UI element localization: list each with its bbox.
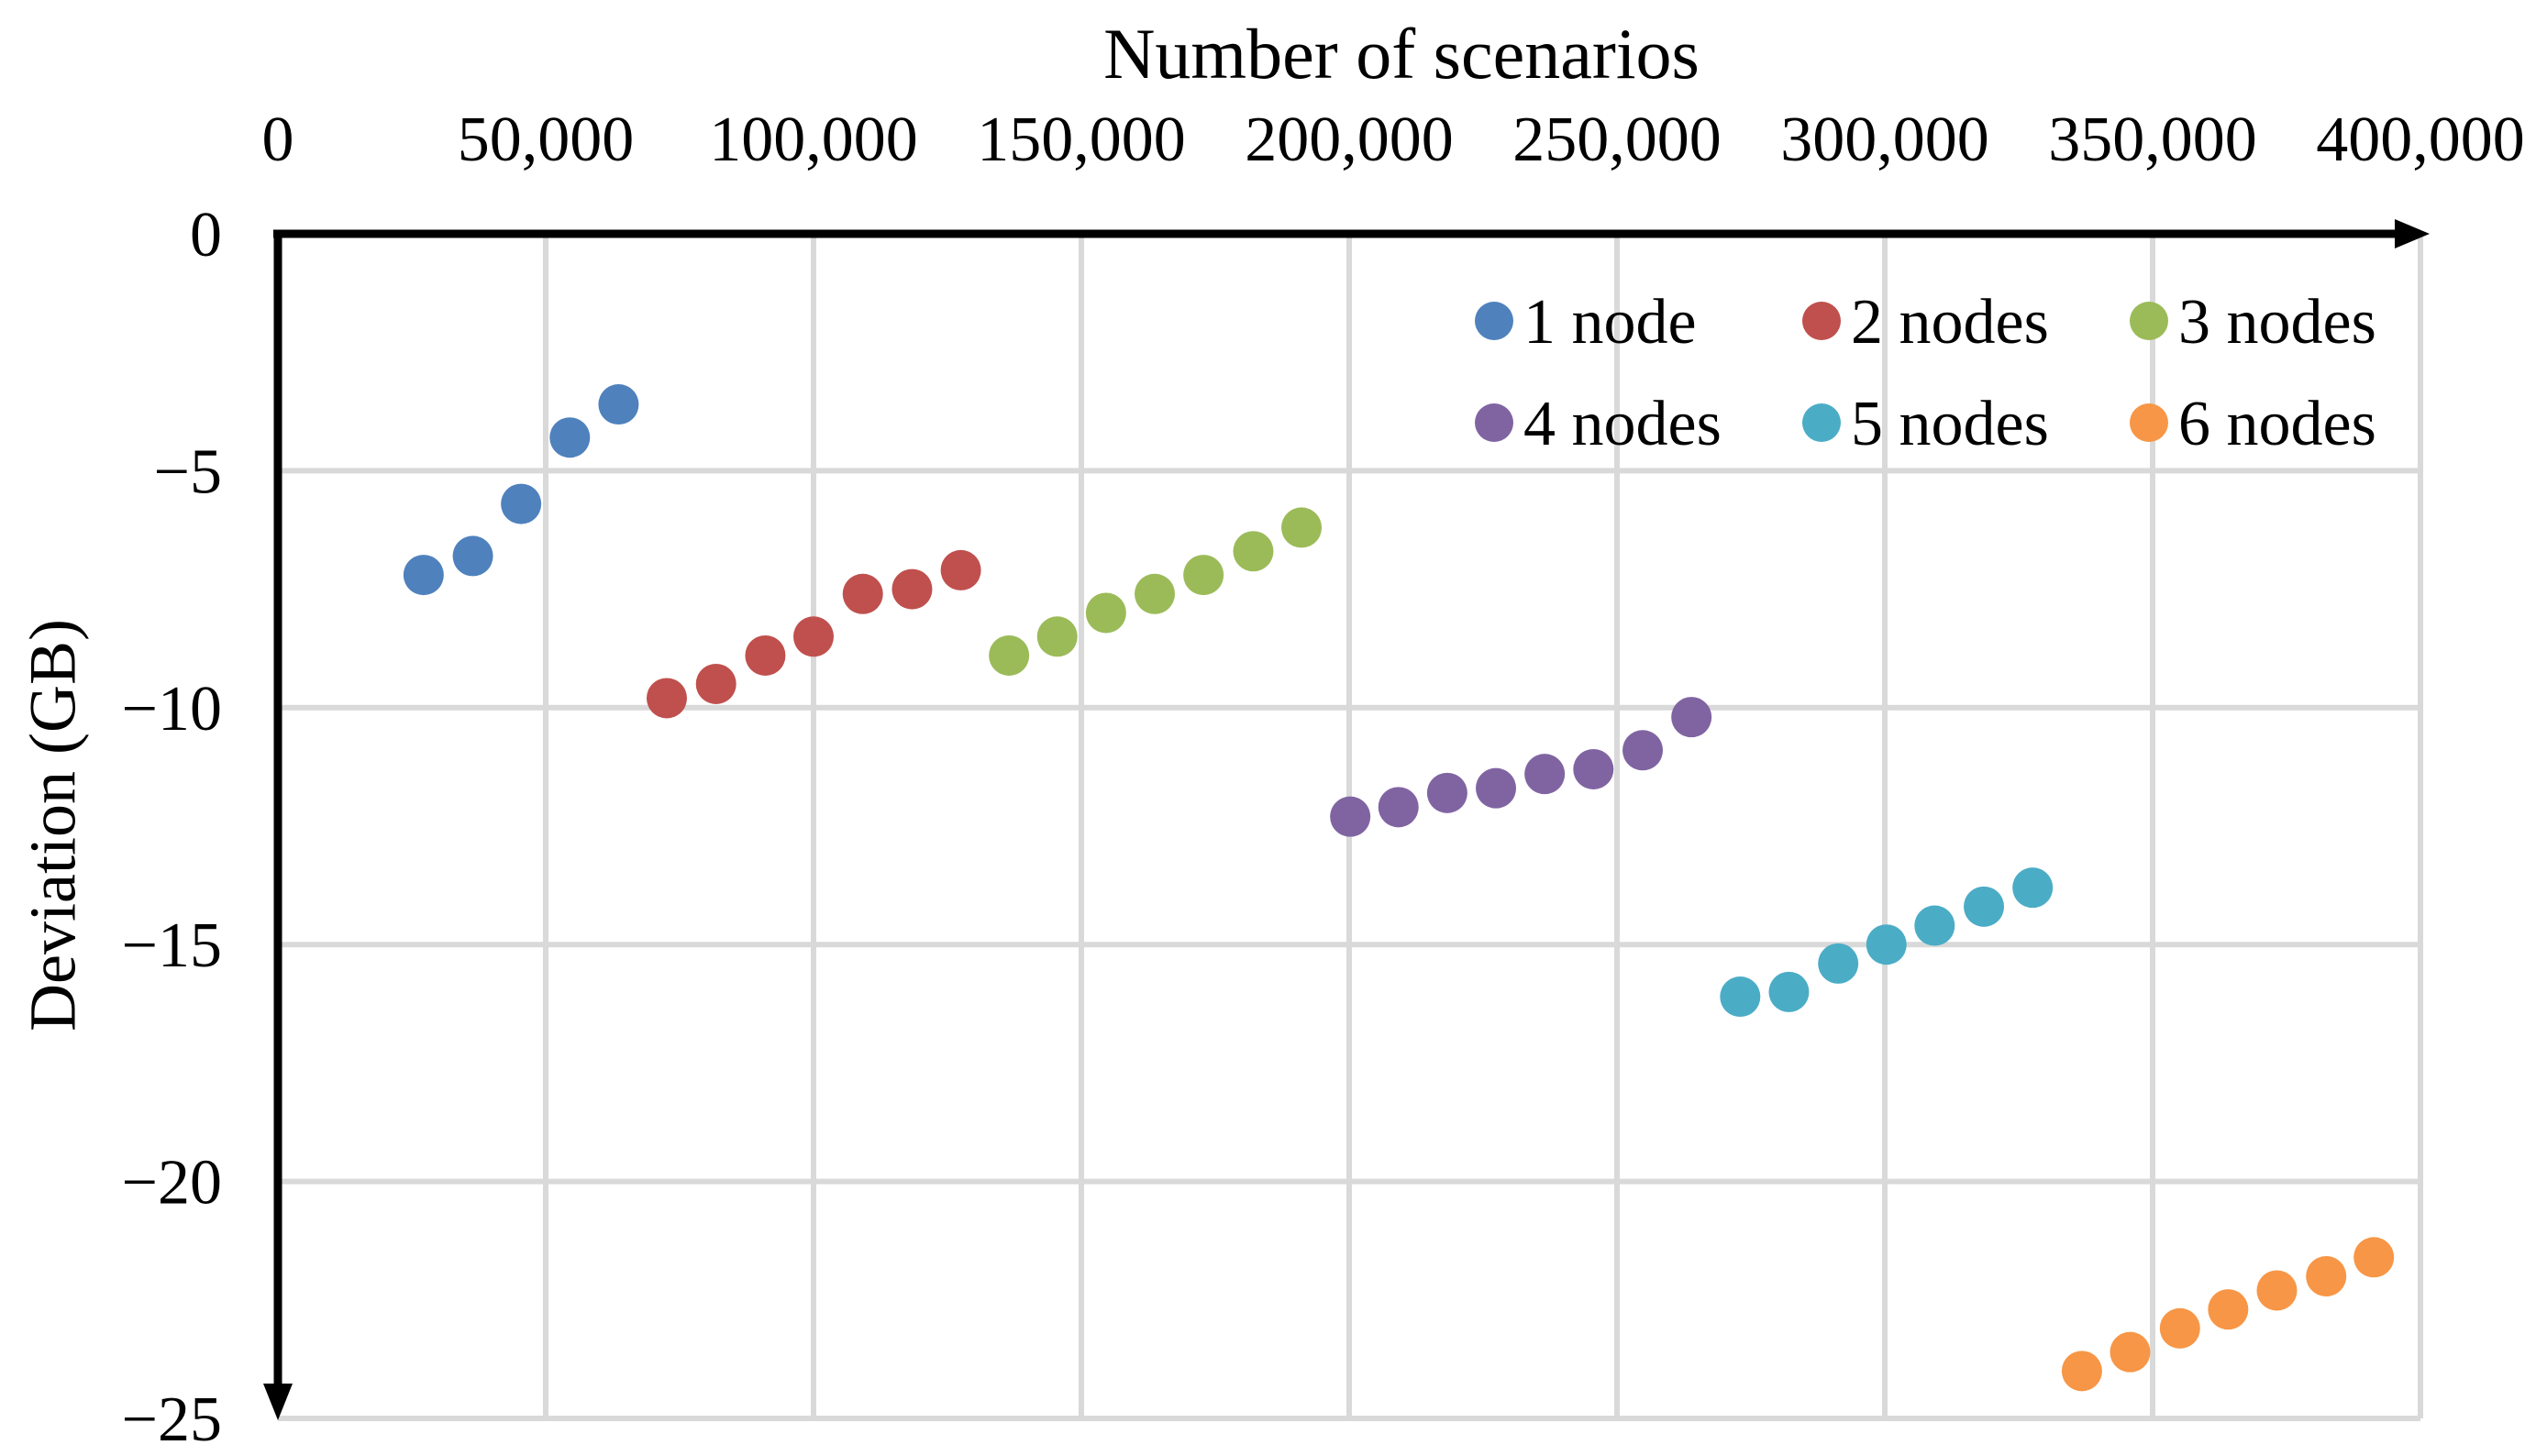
legend-label: 6 nodes xyxy=(2178,389,2376,459)
legend-marker-icon xyxy=(1475,403,1513,442)
y-tick-label: −15 xyxy=(122,910,222,981)
legend-marker-icon xyxy=(1802,302,1841,340)
legend-marker-icon xyxy=(2130,403,2168,442)
x-tick-label: 0 xyxy=(262,105,294,175)
data-point xyxy=(1818,943,1859,984)
data-point xyxy=(2306,1255,2347,1296)
chart-title: Number of scenarios xyxy=(1103,14,1700,94)
data-point xyxy=(1183,555,1224,596)
legend-marker-icon xyxy=(2130,302,2168,340)
data-point xyxy=(1720,976,1761,1018)
data-point xyxy=(501,483,542,524)
data-point xyxy=(452,535,493,577)
legend-item: 3 nodes xyxy=(2130,287,2376,358)
x-tick-label: 300,000 xyxy=(1780,105,1989,175)
y-tick-label: −5 xyxy=(154,436,222,507)
x-tick-label: 200,000 xyxy=(1245,105,1454,175)
data-point xyxy=(2012,867,2054,909)
data-point xyxy=(1085,592,1126,634)
data-point xyxy=(842,573,883,614)
legend-item: 4 nodes xyxy=(1475,389,1722,459)
data-point xyxy=(646,678,687,719)
data-point xyxy=(1135,573,1176,614)
y-tick-label: 0 xyxy=(190,200,222,270)
data-point xyxy=(1524,754,1566,795)
data-point xyxy=(549,417,591,458)
legend-marker-icon xyxy=(1802,403,1841,442)
data-point xyxy=(1622,730,1664,771)
x-tick-label: 250,000 xyxy=(1512,105,1722,175)
legend-label: 3 nodes xyxy=(2178,287,2376,358)
data-point xyxy=(403,555,444,596)
data-point xyxy=(989,634,1030,676)
x-tick-label: 150,000 xyxy=(977,105,1186,175)
data-point xyxy=(1426,772,1467,813)
legend-marker-icon xyxy=(1475,302,1513,340)
data-point xyxy=(695,663,736,704)
data-point xyxy=(793,616,834,657)
data-point xyxy=(745,634,786,676)
legend-label: 2 nodes xyxy=(1851,287,2049,358)
data-point xyxy=(940,549,981,590)
data-point xyxy=(1866,924,1907,965)
data-point xyxy=(1281,507,1323,548)
data-point xyxy=(2353,1237,2395,1278)
x-tick-label: 50,000 xyxy=(458,105,635,175)
data-point xyxy=(598,384,639,425)
x-tick-label: 100,000 xyxy=(709,105,918,175)
data-point xyxy=(1768,971,1810,1012)
data-point xyxy=(1671,697,1712,738)
data-point xyxy=(2256,1270,2298,1311)
legend-item: 6 nodes xyxy=(2130,389,2376,459)
x-tick-label: 350,000 xyxy=(2048,105,2257,175)
legend-item: 5 nodes xyxy=(1802,389,2049,459)
data-point xyxy=(1036,616,1078,657)
legend-item: 2 nodes xyxy=(1802,287,2049,358)
data-point xyxy=(1233,531,1274,572)
data-point xyxy=(2208,1289,2249,1330)
data-point xyxy=(1330,796,1371,837)
data-point xyxy=(1378,787,1419,828)
data-point xyxy=(2159,1307,2200,1349)
data-point xyxy=(1964,886,2005,927)
x-tick-label: 400,000 xyxy=(2316,105,2525,175)
legend-label: 1 node xyxy=(1523,287,1697,358)
data-point xyxy=(1573,748,1614,789)
y-tick-label: −25 xyxy=(122,1384,222,1455)
y-tick-label: −10 xyxy=(122,674,222,745)
x-axis-arrow-icon xyxy=(2395,219,2430,248)
data-point xyxy=(1914,905,1955,946)
legend-label: 5 nodes xyxy=(1851,389,2049,459)
data-point xyxy=(2061,1351,2102,1392)
y-tick-label: −20 xyxy=(122,1148,222,1219)
data-point xyxy=(1476,767,1517,809)
legend-item: 1 node xyxy=(1475,287,1697,358)
data-point xyxy=(891,568,933,610)
data-point xyxy=(2110,1331,2151,1373)
legend-label: 4 nodes xyxy=(1523,389,1722,459)
y-axis-arrow-icon xyxy=(263,1384,293,1420)
